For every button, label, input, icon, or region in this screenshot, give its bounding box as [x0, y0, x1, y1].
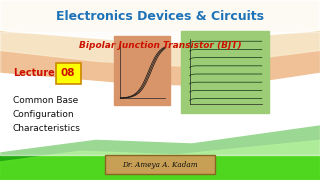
- Text: Common Base
Configuration
Characteristics: Common Base Configuration Characteristic…: [13, 96, 81, 133]
- Text: Dr. Ameya A. Kadam: Dr. Ameya A. Kadam: [122, 161, 198, 169]
- Polygon shape: [0, 0, 320, 43]
- FancyBboxPatch shape: [55, 62, 81, 84]
- Bar: [114, 36, 170, 105]
- Text: Electronics Devices & Circuits: Electronics Devices & Circuits: [56, 10, 264, 23]
- Polygon shape: [0, 0, 320, 67]
- Polygon shape: [0, 0, 320, 86]
- Text: 08: 08: [61, 68, 75, 78]
- Text: Bipolar Junction Transistor (BJT): Bipolar Junction Transistor (BJT): [79, 41, 241, 50]
- FancyBboxPatch shape: [105, 155, 215, 174]
- Bar: [0, 32, 320, 155]
- Polygon shape: [0, 140, 320, 180]
- Polygon shape: [0, 126, 320, 180]
- Bar: [181, 31, 269, 112]
- Text: Lecture: Lecture: [13, 68, 54, 78]
